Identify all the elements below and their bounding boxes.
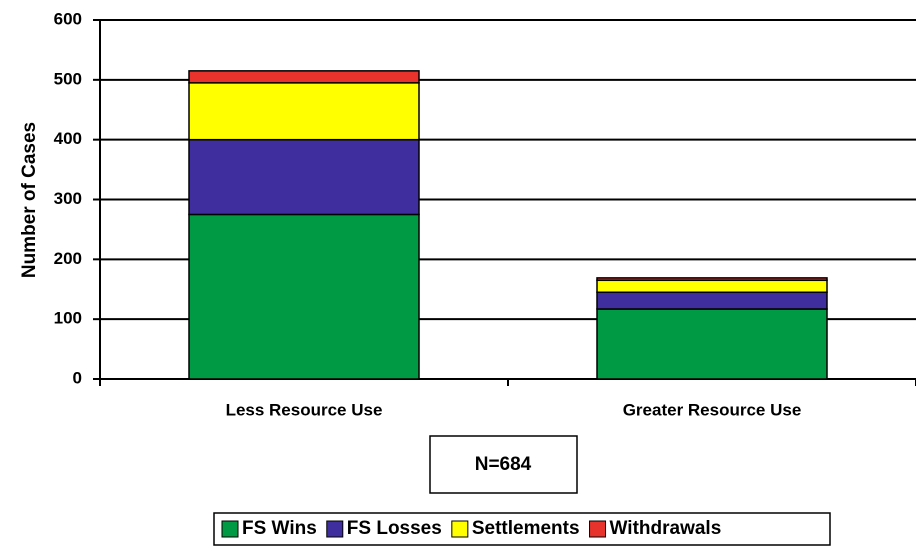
y-tick-label: 300 — [54, 189, 82, 208]
y-tick-label: 100 — [54, 309, 82, 328]
legend-label: FS Losses — [347, 518, 442, 539]
y-tick-label: 600 — [54, 9, 82, 28]
x-tick-label: Greater Resource Use — [623, 400, 802, 419]
bar-segment — [596, 277, 828, 282]
legend-box — [213, 512, 831, 546]
bar-segment — [188, 138, 420, 216]
bar-segment — [188, 70, 420, 84]
bar-segment — [188, 213, 420, 380]
bar-segment — [596, 291, 828, 310]
legend-swatch — [326, 520, 344, 538]
legend-swatch — [221, 520, 239, 538]
legend-label: FS Wins — [242, 518, 317, 539]
y-tick-label: 200 — [54, 249, 82, 268]
bar-segment — [596, 308, 828, 380]
legend-swatch — [589, 520, 607, 538]
y-tick-label: 0 — [73, 368, 82, 387]
legend-swatch — [451, 520, 469, 538]
x-tick-label: Less Resource Use — [226, 400, 383, 419]
bar-segment — [596, 279, 828, 293]
annotation: N=684 — [475, 454, 532, 475]
legend-label: Settlements — [472, 518, 580, 539]
legend-label: Withdrawals — [610, 518, 722, 539]
y-tick-label: 400 — [54, 129, 82, 148]
bar-segment — [188, 82, 420, 141]
annotation-box — [429, 435, 578, 494]
y-tick-label: 500 — [54, 69, 82, 88]
y-axis-label: Number of Cases — [19, 122, 40, 278]
